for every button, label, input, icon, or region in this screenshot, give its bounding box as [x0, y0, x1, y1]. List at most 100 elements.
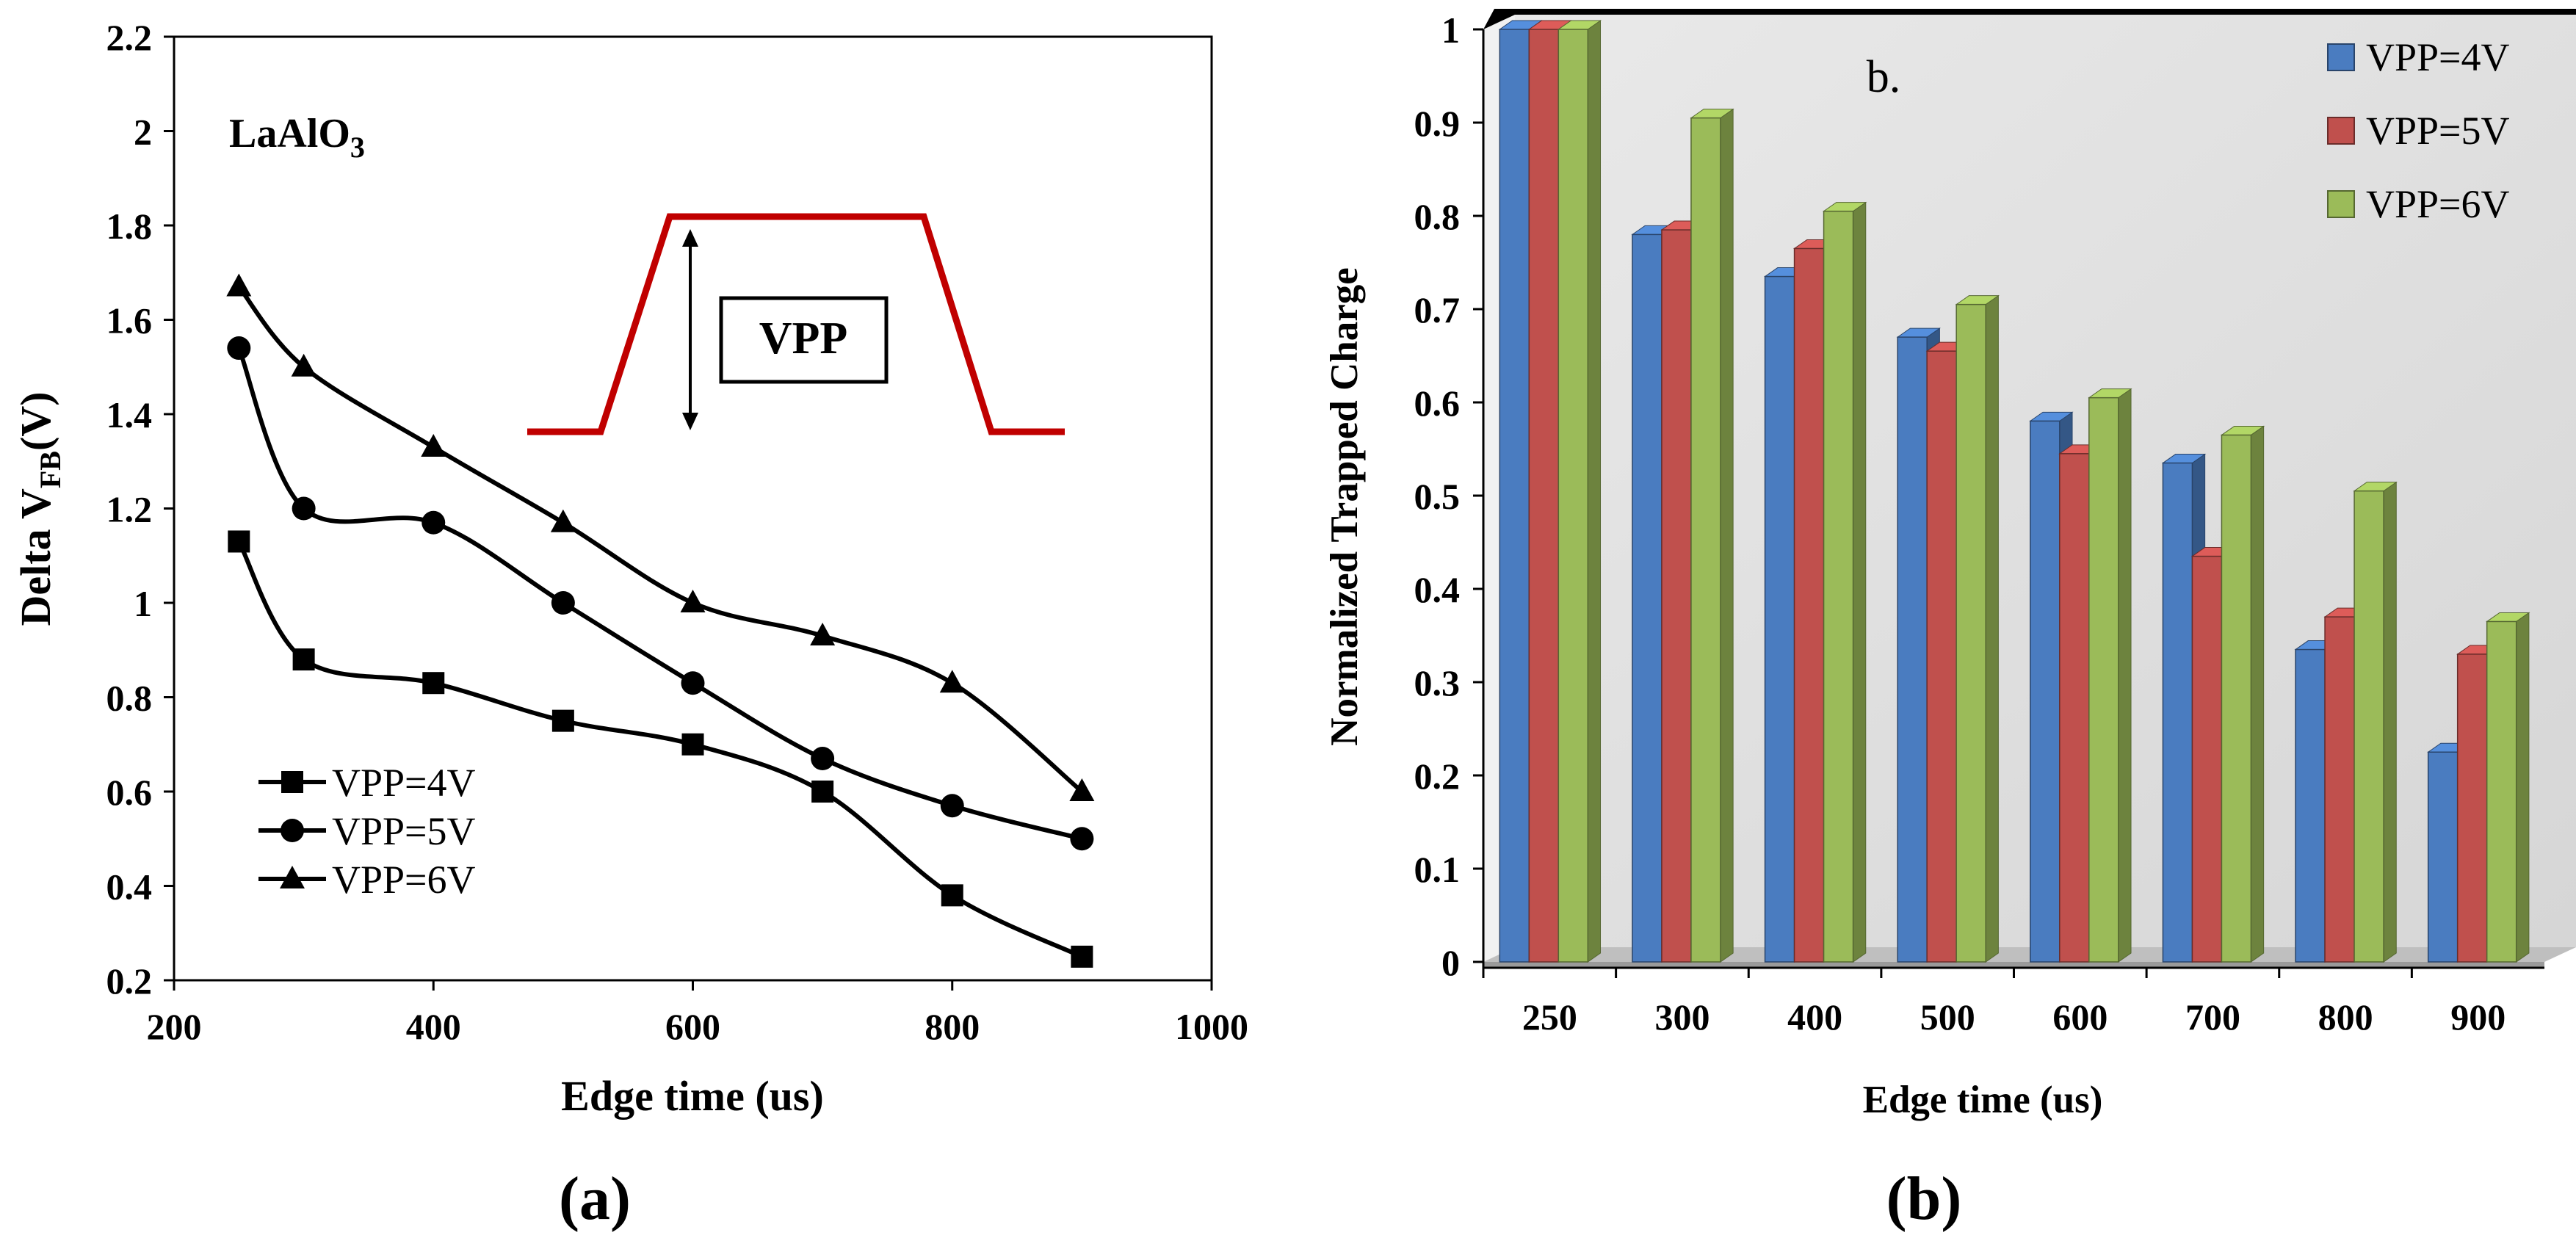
legend-swatch-b	[2327, 43, 2355, 71]
bar-front	[2486, 620, 2517, 963]
legend-label-a: VPP=4V	[332, 761, 476, 805]
y-tick-label-a: 1.2	[106, 489, 153, 530]
x-tick-label-b: 300	[1654, 996, 1710, 1038]
data-point-triangle	[1069, 778, 1095, 801]
bar	[1822, 201, 1867, 963]
panel-label-b: (b)	[1886, 1165, 1962, 1233]
bar-side	[2383, 481, 2397, 963]
y-tick-label-b: 0.5	[1414, 476, 1461, 517]
bar-front	[1926, 350, 1957, 963]
data-point-square	[292, 648, 315, 671]
axis-ticks-b: 0 0.1 0.2 0.3 0.4 0.5 0.6 0.7 0.8 0.9 1 250 300 400 50…	[1414, 10, 2506, 1038]
pulse-label: VPP	[759, 314, 848, 363]
legend-b: VPP=4V VPP=5V VPP=6V	[2327, 35, 2510, 226]
bar	[2220, 425, 2265, 963]
bar-side	[2516, 612, 2530, 963]
x-tick-label-b: 500	[1920, 996, 1975, 1038]
data-point-triangle	[291, 353, 316, 377]
data-point-circle	[811, 747, 835, 771]
data-point-triangle	[226, 273, 252, 297]
bar-side	[2118, 388, 2132, 963]
bar-front	[2221, 434, 2252, 963]
bar-front	[2162, 462, 2193, 963]
data-point-circle	[292, 496, 316, 521]
legend-label-a: VPP=5V	[332, 809, 476, 853]
bar-front	[2191, 555, 2223, 963]
bar-front	[2088, 397, 2119, 963]
top-edge	[1483, 9, 2576, 29]
y-tick-label-b: 0.6	[1414, 383, 1461, 424]
line-chart-a: 0.2 0.4 0.6 0.8 1 1.2 1.4 1.6 1.8 2 2.2 200 400 600 80…	[12, 17, 1248, 1233]
bar	[1955, 294, 2000, 963]
x-tick-label-a: 400	[406, 1006, 461, 1047]
data-point-triangle	[810, 622, 836, 645]
bar	[2088, 388, 2132, 963]
data-point-circle	[940, 794, 964, 818]
bar-front	[1955, 303, 1986, 963]
data-point-triangle	[550, 509, 576, 532]
y-tick-label-a: 1	[134, 583, 152, 624]
data-point-square	[422, 672, 445, 695]
pulse-amplitude-arrow	[682, 229, 698, 430]
bar-front	[1897, 336, 1928, 963]
floor-front	[1483, 962, 2544, 968]
bar	[2486, 612, 2530, 963]
bar-side	[1853, 201, 1867, 963]
legend-marker-triangle	[280, 866, 305, 888]
y-tick-label-a: 0.4	[106, 866, 153, 908]
x-axis-title-b: Edge time (us)	[1863, 1079, 2103, 1121]
bar-front	[1499, 29, 1530, 963]
plot-area-a	[173, 35, 1213, 982]
bar-side	[2250, 425, 2265, 963]
x-tick-label-b: 400	[1787, 996, 1842, 1038]
bars-b	[1498, 20, 2530, 963]
bar	[1690, 108, 1734, 963]
bar	[2353, 481, 2398, 963]
data-point-square	[941, 884, 963, 907]
legend-marker-square	[281, 771, 303, 793]
x-axis-title-a: Edge time (us)	[561, 1072, 824, 1120]
pulse-waveform	[527, 213, 1065, 435]
y-tick-label-a: 1.8	[106, 206, 153, 247]
series-markers-a	[226, 273, 1095, 968]
x-tick-label-a: 600	[665, 1006, 720, 1047]
y-tick-label-a: 0.2	[106, 960, 153, 1002]
data-point-square	[811, 781, 834, 803]
bar-front	[2295, 648, 2326, 963]
bar-front	[2030, 420, 2061, 963]
y-tick-label-b: 0.9	[1414, 103, 1461, 144]
bar-front	[2059, 453, 2090, 963]
data-point-triangle	[939, 670, 965, 693]
x-tick-label-a: 200	[147, 1006, 202, 1047]
y-axis-title-b: Normalized Trapped Charge	[1323, 267, 1366, 746]
legend-label-b: VPP=6V	[2366, 182, 2510, 226]
data-point-circle	[551, 591, 575, 615]
bar-side	[1985, 294, 1999, 963]
bar-front	[2354, 490, 2384, 963]
y-tick-label-b: 1	[1441, 10, 1460, 51]
y-tick-label-b: 0.3	[1414, 662, 1461, 703]
bar-front	[1823, 210, 1854, 963]
bar-front	[1632, 234, 1663, 963]
y-tick-label-b: 0.2	[1414, 756, 1461, 797]
bar-front	[1528, 29, 1560, 963]
bar-front	[2427, 751, 2459, 963]
bar-chart-b: 0 0.1 0.2 0.3 0.4 0.5 0.6 0.7 0.8 0.9 1 250 300 400 50…	[1323, 9, 2576, 1233]
x-tick-label-b: 600	[2052, 996, 2108, 1038]
y-tick-label-a: 0.6	[106, 772, 153, 813]
data-point-square	[551, 709, 574, 732]
y-tick-label-a: 2.2	[106, 17, 153, 58]
annotation-laalo3: LaAlO3	[229, 111, 365, 164]
axis-ticks-a: 0.2 0.4 0.6 0.8 1 1.2 1.4 1.6 1.8 2 2.2 200 400 600 80…	[106, 17, 1249, 1047]
y-tick-label-b: 0.1	[1414, 849, 1461, 890]
bar-front	[1793, 247, 1825, 963]
data-point-circle	[227, 336, 251, 361]
y-tick-label-a: 0.8	[106, 678, 153, 719]
pulse-label-box	[719, 296, 889, 384]
x-tick-label-b: 800	[2318, 996, 2373, 1038]
legend-marker-circle	[281, 819, 304, 842]
data-point-square	[1071, 945, 1093, 968]
annotation-b: b.	[1867, 52, 1901, 102]
